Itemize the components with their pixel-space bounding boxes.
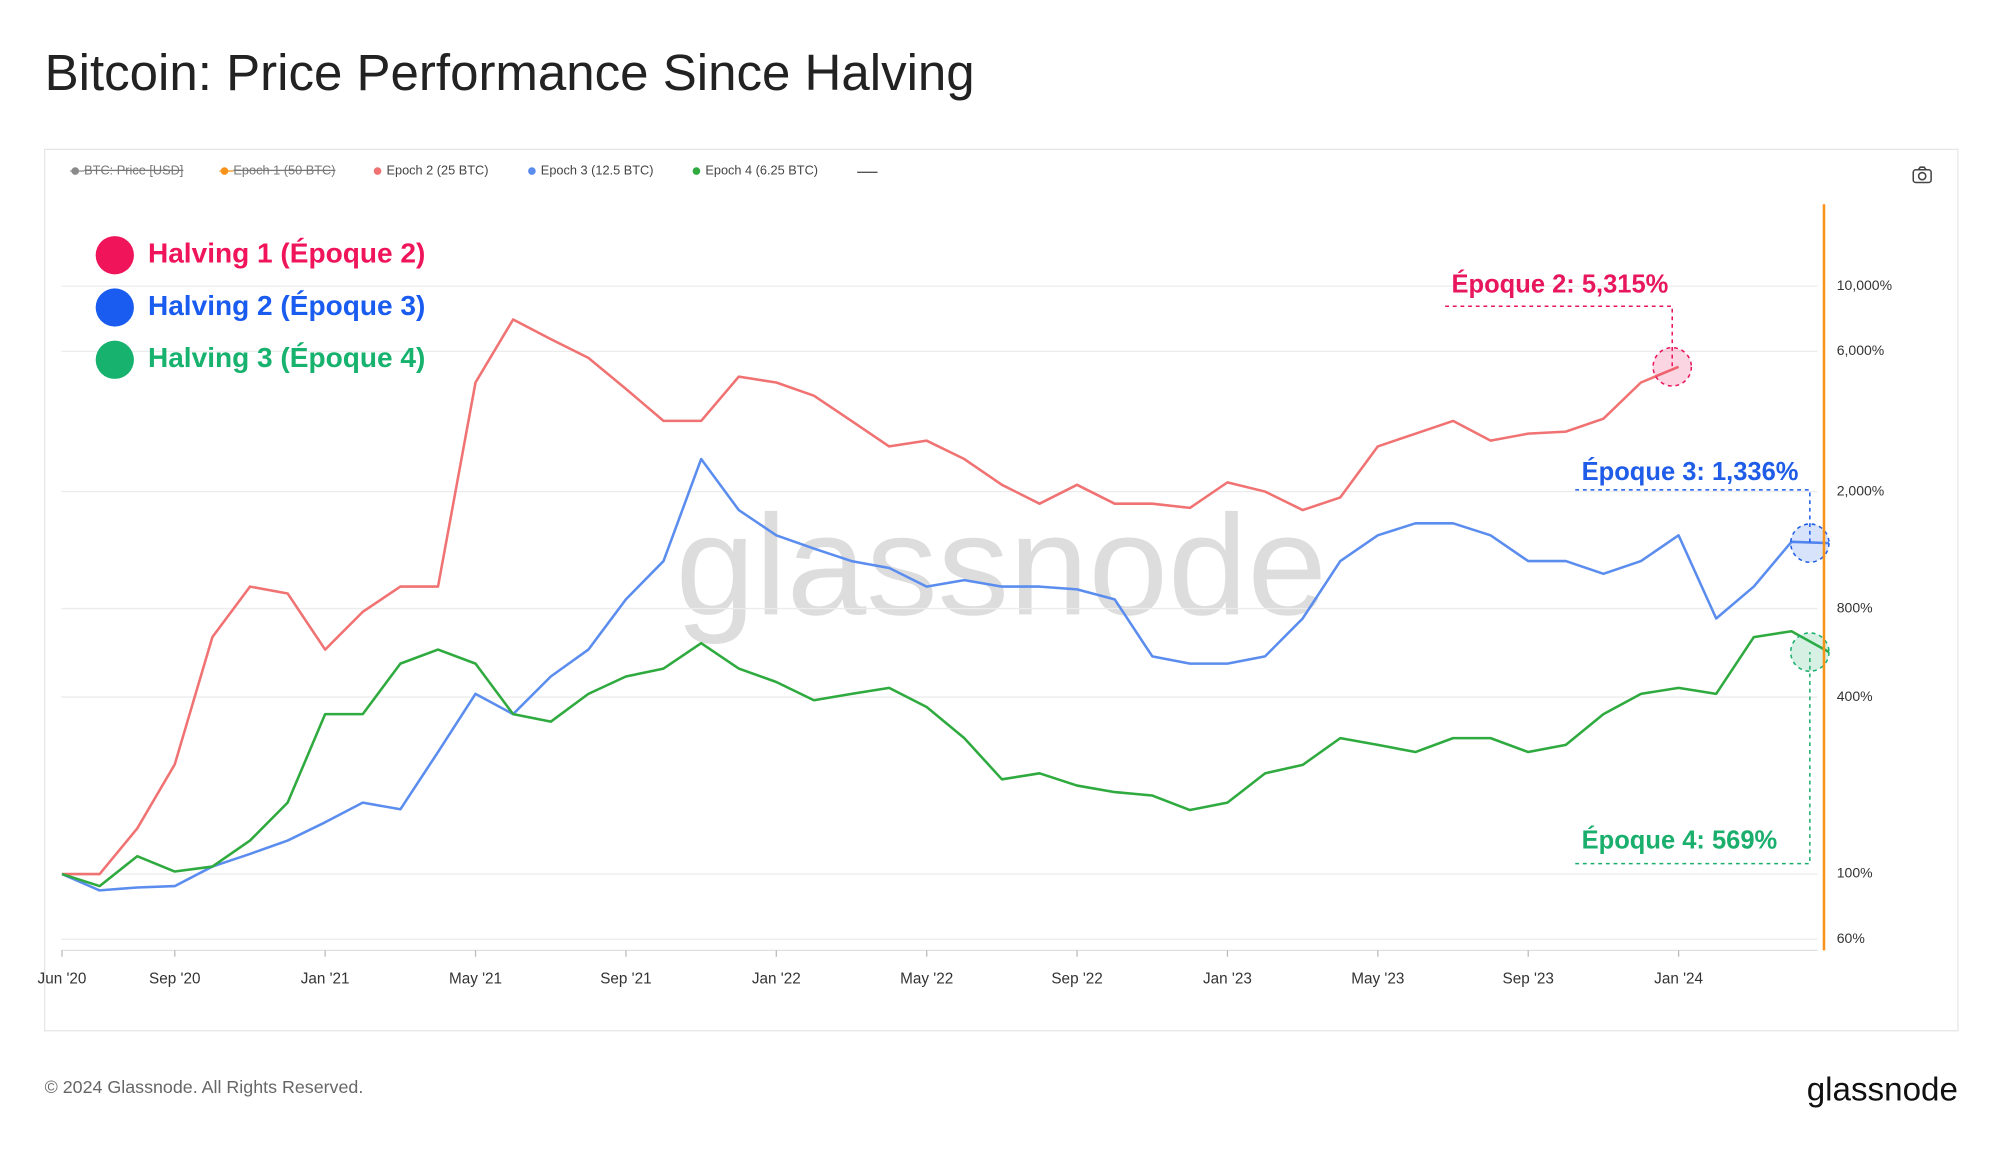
halving-label: Halving 3 (Époque 4)	[148, 342, 425, 373]
annotation-marker	[1652, 346, 1693, 387]
legend-label: Epoch 1 (50 BTC)	[233, 162, 335, 177]
logo: glassnode	[1807, 1072, 1958, 1109]
chart-title: Bitcoin: Price Performance Since Halving	[45, 44, 975, 101]
halving-dot	[95, 340, 134, 379]
y-tick-label: 100%	[1837, 865, 1873, 881]
y-tick-label: 800%	[1837, 599, 1873, 615]
camera-icon[interactable]	[1912, 166, 1932, 184]
annotation-leader	[1575, 489, 1811, 544]
legend-swatch	[692, 167, 701, 175]
series-line	[61, 629, 1830, 888]
legend-label: BTC: Price [USD]	[84, 162, 183, 177]
halving-dot	[95, 288, 134, 327]
halving-dot	[95, 236, 134, 275]
annotation-label: Époque 2: 5,315%	[1452, 270, 1669, 299]
legend-label: Epoch 2 (25 BTC)	[386, 162, 488, 177]
x-tick-label: Jan '22	[752, 971, 801, 988]
x-tick-label: May '21	[449, 971, 502, 988]
x-tick-label: Sep '23	[1503, 971, 1554, 988]
y-tick-label: 6,000%	[1837, 342, 1885, 358]
series-line	[61, 318, 1680, 876]
legend-swatch	[528, 167, 536, 175]
y-tick-label: 60%	[1837, 930, 1865, 946]
x-tick-label: Jan '24	[1654, 971, 1703, 988]
x-tick-label: Jan '21	[301, 971, 350, 988]
y-tick-label: 400%	[1837, 688, 1873, 704]
plot: glassnode 60% 100% 400% 800% 2,000% 6,000% 10,0…	[38, 162, 1893, 987]
legend-swatch	[373, 167, 382, 175]
chart-frame	[44, 148, 1959, 1032]
watermark: glassnode	[676, 486, 1327, 645]
annotation-marker	[1789, 632, 1830, 672]
x-tick-label: Sep '20	[149, 971, 200, 988]
annotation-leader	[1575, 652, 1811, 865]
legend-label: Epoch 4 (6.25 BTC)	[705, 162, 818, 177]
series-line	[61, 457, 1829, 892]
halving-label: Halving 1 (Époque 2)	[148, 238, 425, 269]
x-tick-label: Sep '21	[600, 971, 651, 988]
halving-label: Halving 2 (Époque 3)	[148, 290, 425, 321]
annotation-marker	[1789, 523, 1830, 564]
annotation-label: Époque 4: 569%	[1582, 826, 1778, 855]
annotation-label: Époque 3: 1,336%	[1582, 457, 1799, 486]
x-tick-label: May '23	[1351, 971, 1404, 988]
x-tick-label: Jun '20	[38, 971, 87, 988]
legend-label: Epoch 3 (12.5 BTC)	[541, 162, 654, 177]
y-tick-label: 10,000%	[1837, 277, 1892, 293]
x-tick-label: Jan '23	[1203, 971, 1252, 988]
footer: © 2024 Glassnode. All Rights Reserved.	[45, 1077, 364, 1097]
x-tick-label: Sep '22	[1051, 971, 1102, 988]
y-tick-label: 2,000%	[1837, 482, 1885, 498]
x-tick-label: May '22	[900, 971, 953, 988]
